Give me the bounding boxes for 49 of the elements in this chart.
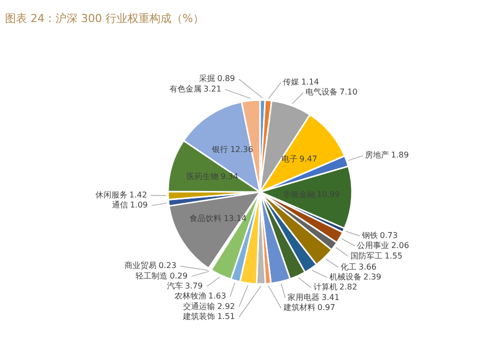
slice-label: 商业贸易 <box>124 261 157 270</box>
slice-label: 通信 <box>112 200 128 210</box>
data-label: 0.73 <box>380 230 398 240</box>
data-label: 2.06 <box>391 241 410 250</box>
slice-label: 采掘 <box>199 74 216 84</box>
data-label: 0.89 <box>217 74 236 84</box>
data-label: 2.82 <box>339 282 358 292</box>
slice-label: 交通运输 <box>183 302 216 311</box>
data-label: 0.23 <box>158 261 176 270</box>
data-label: 9.34 <box>220 172 238 182</box>
data-label: 1.89 <box>391 150 409 160</box>
data-label: 1.55 <box>384 251 402 260</box>
slice-label: 食品饮料 <box>190 214 222 224</box>
slice-label: 公用事业 <box>357 241 390 250</box>
data-label: 3.41 <box>322 292 340 302</box>
chart-title: 图表 24：沪深 300 行业权重构成（%） <box>5 12 204 25</box>
data-label: 7.10 <box>340 88 358 97</box>
slice-label: 医药生物 <box>186 172 218 182</box>
slice-label: 家用电器 <box>288 292 320 302</box>
data-label: 3.21 <box>203 84 222 94</box>
data-label: 1.51 <box>217 312 236 322</box>
slice-label: 银行 <box>211 144 228 154</box>
data-label: 1.14 <box>301 77 320 86</box>
slice-label: 化工 <box>340 262 357 272</box>
slice-label: 机械设备 <box>329 272 362 282</box>
slice-label: 轻工制造 <box>136 271 168 280</box>
slice-label: 房地产 <box>365 150 390 160</box>
slice-label: 传媒 <box>283 77 300 86</box>
slice-label: 建筑材料 <box>282 303 316 312</box>
data-label: 3.66 <box>358 262 376 272</box>
slice-label: 国防军工 <box>350 251 383 260</box>
data-label: 2.92 <box>217 302 236 311</box>
data-label: 3.79 <box>184 282 203 291</box>
data-label: 0.29 <box>170 271 188 280</box>
slice-label: 建筑装饰 <box>182 312 216 322</box>
slice-label: 汽车 <box>166 282 183 291</box>
slice-label: 有色金属 <box>169 84 202 94</box>
slice-label: 计算机 <box>313 282 338 292</box>
slice-label: 农林牧渔 <box>174 292 206 301</box>
data-label: 2.39 <box>363 272 382 282</box>
data-label: 0.97 <box>317 303 336 312</box>
slice-label: 钢铁 <box>360 230 378 240</box>
data-label: 9.47 <box>299 154 318 164</box>
slice-label: 电气设备 <box>306 88 338 97</box>
data-label: 1.42 <box>129 190 148 200</box>
slice-label: 休闲服务 <box>95 190 128 200</box>
data-label: 1.63 <box>208 292 226 301</box>
data-label: 1.09 <box>130 200 148 210</box>
slice-label: 电子 <box>281 154 298 164</box>
